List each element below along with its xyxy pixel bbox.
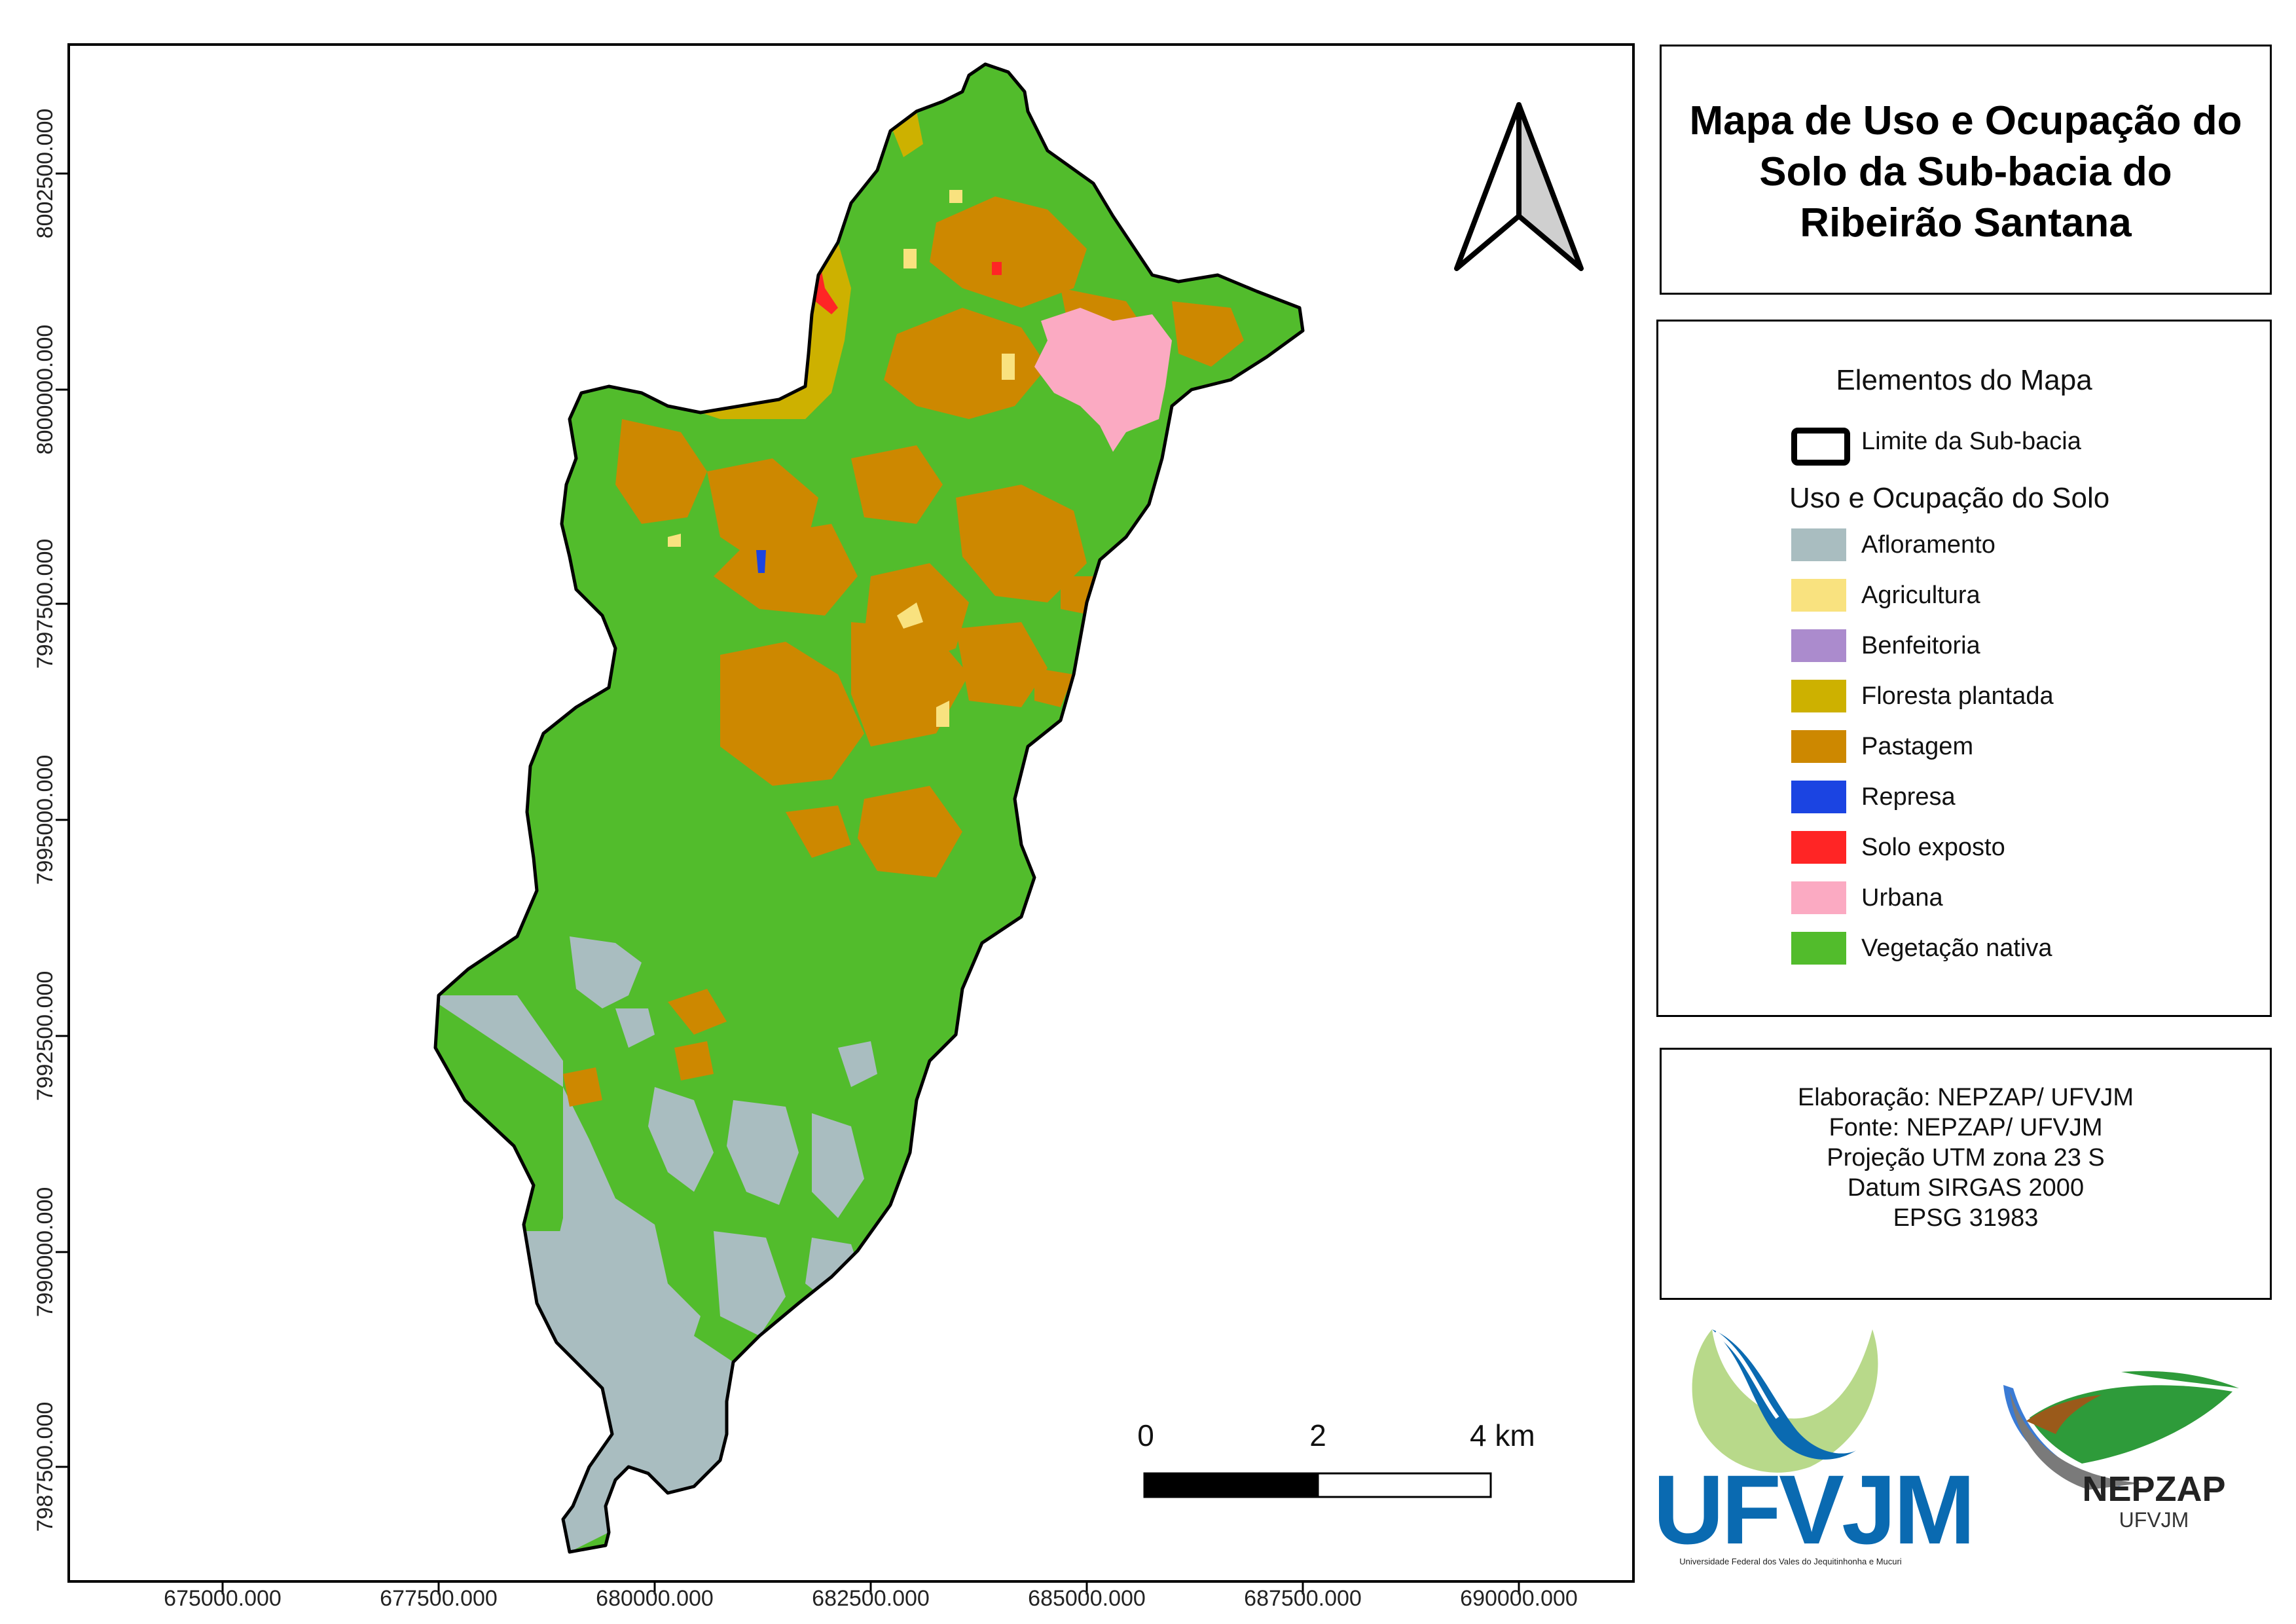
legend-label-floresta-plantada: Floresta plantada [1861,682,2054,710]
land-urbana [1034,308,1172,452]
ufvjm-emblem-icon [1692,1329,1878,1473]
land-pastagem [956,485,1087,602]
credit-elaboracao: Elaboração: NEPZAP/ UFVJM [1797,1084,2134,1111]
x-tick-label: 685000.000 [1028,1586,1146,1611]
swatch-pastagem [1791,730,1846,763]
land-afloramento [648,1087,714,1192]
legend-label-vegetacao-nativa: Vegetação nativa [1861,934,2052,962]
legend-box: Elementos do Mapa Limite da Sub-bacia Us… [1656,320,2272,1017]
swatch-agricultura [1791,579,1846,612]
land-pastagem [884,308,1048,419]
legend-label-solo-exposto: Solo exposto [1861,834,2005,861]
sub-basin-boundary [433,62,1305,1554]
swatch-vegetacao-nativa [1791,932,1846,965]
swatch-solo-exposto [1791,831,1846,864]
legend-label-represa: Represa [1861,783,1956,811]
land-pastagem [786,805,851,858]
north-arrow-icon [1454,102,1584,271]
land-afloramento [812,1113,864,1218]
land-agricultura [949,190,962,203]
swatch-represa [1791,781,1846,813]
land-pastagem [956,622,1048,707]
legend-label-benfeitoria: Benfeitoria [1861,632,1980,659]
land-pastagem [563,1067,602,1107]
x-tick-label: 690000.000 [1460,1586,1578,1611]
nepzap-subtitle: UFVJM [2119,1508,2189,1532]
land-afloramento [838,1041,877,1087]
legend-label-agricultura: Agricultura [1861,581,1980,609]
land-agricultura [1002,354,1015,380]
legend-label-pastagem: Pastagem [1861,733,1974,760]
land-agricultura [668,534,681,547]
land-agricultura [936,701,949,727]
x-tick-label: 682500.000 [812,1586,930,1611]
land-pastagem [858,786,962,877]
nepzap-name: NEPZAP [2082,1469,2226,1509]
land-pastagem [720,642,864,786]
y-tick-label: 7987500.000 [33,1401,58,1532]
land-solo-exposto [992,262,1002,275]
legend-label-afloramento: Afloramento [1861,531,1995,559]
x-tick-label: 675000.000 [164,1586,282,1611]
swatch-afloramento [1791,528,1846,561]
ufvjm-logo: UFVJM Universidade Federal dos Vales do … [1653,1326,1975,1575]
swatch-urbana [1791,881,1846,914]
land-afloramento [727,1100,799,1205]
boundary-label: Limite da Sub-bacia [1861,428,2081,455]
y-tick-label: 7990000.000 [33,1187,58,1318]
x-tick-label: 687500.000 [1244,1586,1362,1611]
credit-projecao: Projeção UTM zona 23 S [1827,1144,2105,1172]
map-title-line2: Solo da Sub-bacia do [1759,149,2172,194]
swatch-benfeitoria [1791,629,1846,662]
credit-epsg: EPSG 31983 [1893,1204,2039,1232]
y-tick-label: 7995000.000 [33,754,58,885]
legend-label-urbana: Urbana [1861,884,1943,912]
scale-label-2: 2 [1309,1418,1326,1452]
y-tick-label: 8000000.000 [33,324,58,455]
land-afloramento [570,936,642,1008]
land-afloramento [615,1008,655,1048]
credit-datum: Datum SIRGAS 2000 [1847,1174,2085,1202]
scale-bar [1143,1472,1492,1498]
land-agricultura [897,602,923,629]
scale-label-0: 0 [1137,1418,1154,1452]
land-pastagem [615,419,707,524]
land-pastagem [851,445,943,524]
land-pastagem [930,196,1087,308]
land-pastagem [1034,668,1074,707]
nepzap-logo: NEPZAP UFVJM [1990,1359,2252,1555]
legend-section-label: Uso e Ocupação do Solo [1789,482,2110,514]
boundary-swatch [1791,428,1850,466]
ufvjm-name: UFVJM [1653,1454,1975,1564]
swatch-floresta-plantada [1791,680,1846,712]
land-afloramento [714,1231,786,1336]
land-pastagem [668,989,727,1035]
land-represa [756,550,766,573]
y-tick-label: 7992500.000 [33,970,58,1101]
map-title-line3: Ribeirão Santana [1800,200,2132,246]
legend-heading: Elementos do Mapa [1836,364,2092,396]
x-tick-label: 680000.000 [596,1586,714,1611]
land-pastagem [1172,301,1244,367]
credit-fonte: Fonte: NEPZAP/ UFVJM [1829,1114,2103,1141]
land-pastagem [714,524,858,616]
land-pastagem [674,1041,714,1080]
nepzap-emblem-icon [2003,1371,2239,1490]
ufvjm-subtitle: Universidade Federal dos Vales do Jequit… [1679,1557,1902,1566]
land-agricultura [903,249,917,268]
y-tick-label: 7997500.000 [33,538,58,669]
x-tick-label: 677500.000 [380,1586,498,1611]
title-box: Mapa de Uso e Ocupação do Solo da Sub-ba… [1660,45,2272,295]
scale-label-4: 4 km [1470,1418,1535,1452]
map-title-line1: Mapa de Uso e Ocupação do [1689,98,2242,143]
y-tick-label: 8002500.000 [33,108,58,239]
credits-box: Elaboração: NEPZAP/ UFVJM Fonte: NEPZAP/… [1660,1048,2272,1300]
